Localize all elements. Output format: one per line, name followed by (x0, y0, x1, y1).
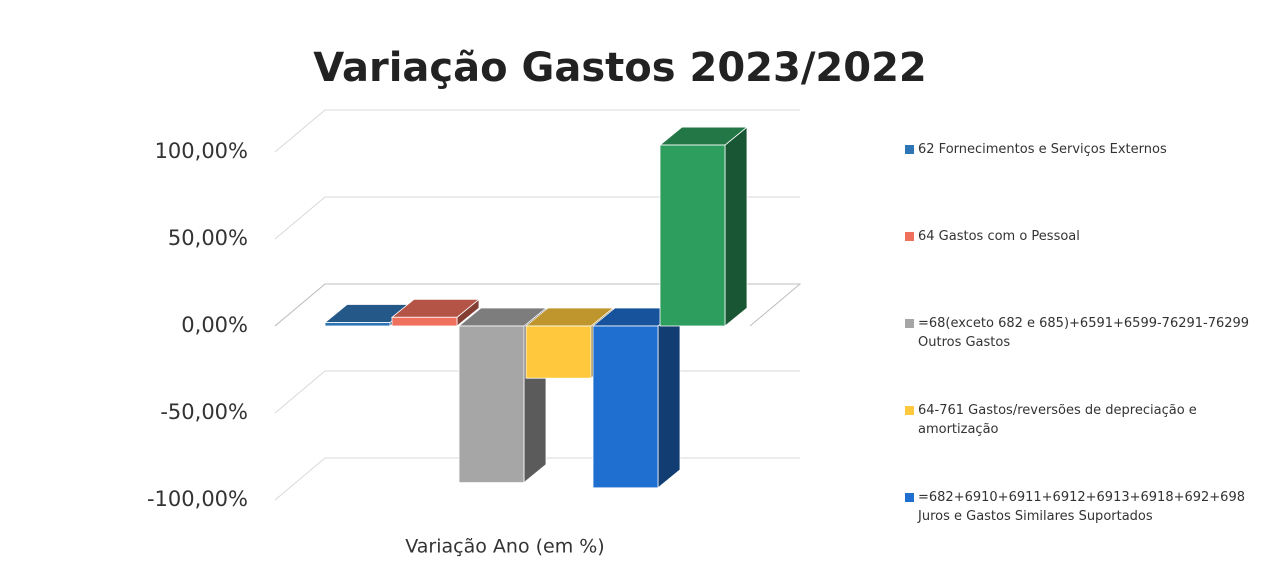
chart-title: Variação Gastos 2023/2022 (313, 45, 927, 91)
floor (274, 283, 802, 327)
grid-line (274, 196, 800, 240)
legend-label: =682+6910+6911+6912+6913+6918+692+698 Ju… (918, 490, 1245, 524)
legend-item: =68(exceto 682 e 685)+6591+6599-76291-76… (905, 314, 1265, 352)
y-tick-label: 0,00% (181, 313, 248, 337)
legend-item: 62 Fornecimentos e Serviços Externos (905, 140, 1167, 159)
legend-swatch (905, 145, 914, 154)
bar (391, 316, 458, 327)
y-tick-label: -100,00% (147, 487, 248, 511)
bar (458, 325, 525, 484)
y-tick-label: -50,00% (160, 400, 248, 424)
legend-swatch (905, 493, 914, 502)
legend-swatch (905, 232, 914, 241)
bar (592, 325, 659, 489)
legend-item: 64 Gastos com o Pessoal (905, 227, 1080, 246)
y-tick-label: 100,00% (155, 139, 248, 163)
bar-side (657, 307, 681, 489)
legend-label: 64-761 Gastos/reversões de depreciação e… (918, 403, 1197, 437)
bar (659, 144, 726, 327)
y-tick-label: 50,00% (168, 226, 248, 250)
legend-label: =68(exceto 682 e 685)+6591+6599-76291-76… (918, 316, 1250, 350)
legend-item: 64-761 Gastos/reversões de depreciação e… (905, 401, 1265, 439)
grid-line (274, 109, 800, 153)
legend-swatch (905, 406, 914, 415)
bar (525, 325, 592, 379)
legend-item: =682+6910+6911+6912+6913+6918+692+698 Ju… (905, 488, 1265, 526)
legend-swatch (905, 319, 914, 328)
legend-label: 62 Fornecimentos e Serviços Externos (918, 142, 1167, 157)
legend-label: 64 Gastos com o Pessoal (918, 229, 1080, 244)
bar (324, 322, 391, 327)
x-tick-label: Variação Ano (em %) (405, 536, 604, 558)
bar-side (724, 126, 748, 327)
